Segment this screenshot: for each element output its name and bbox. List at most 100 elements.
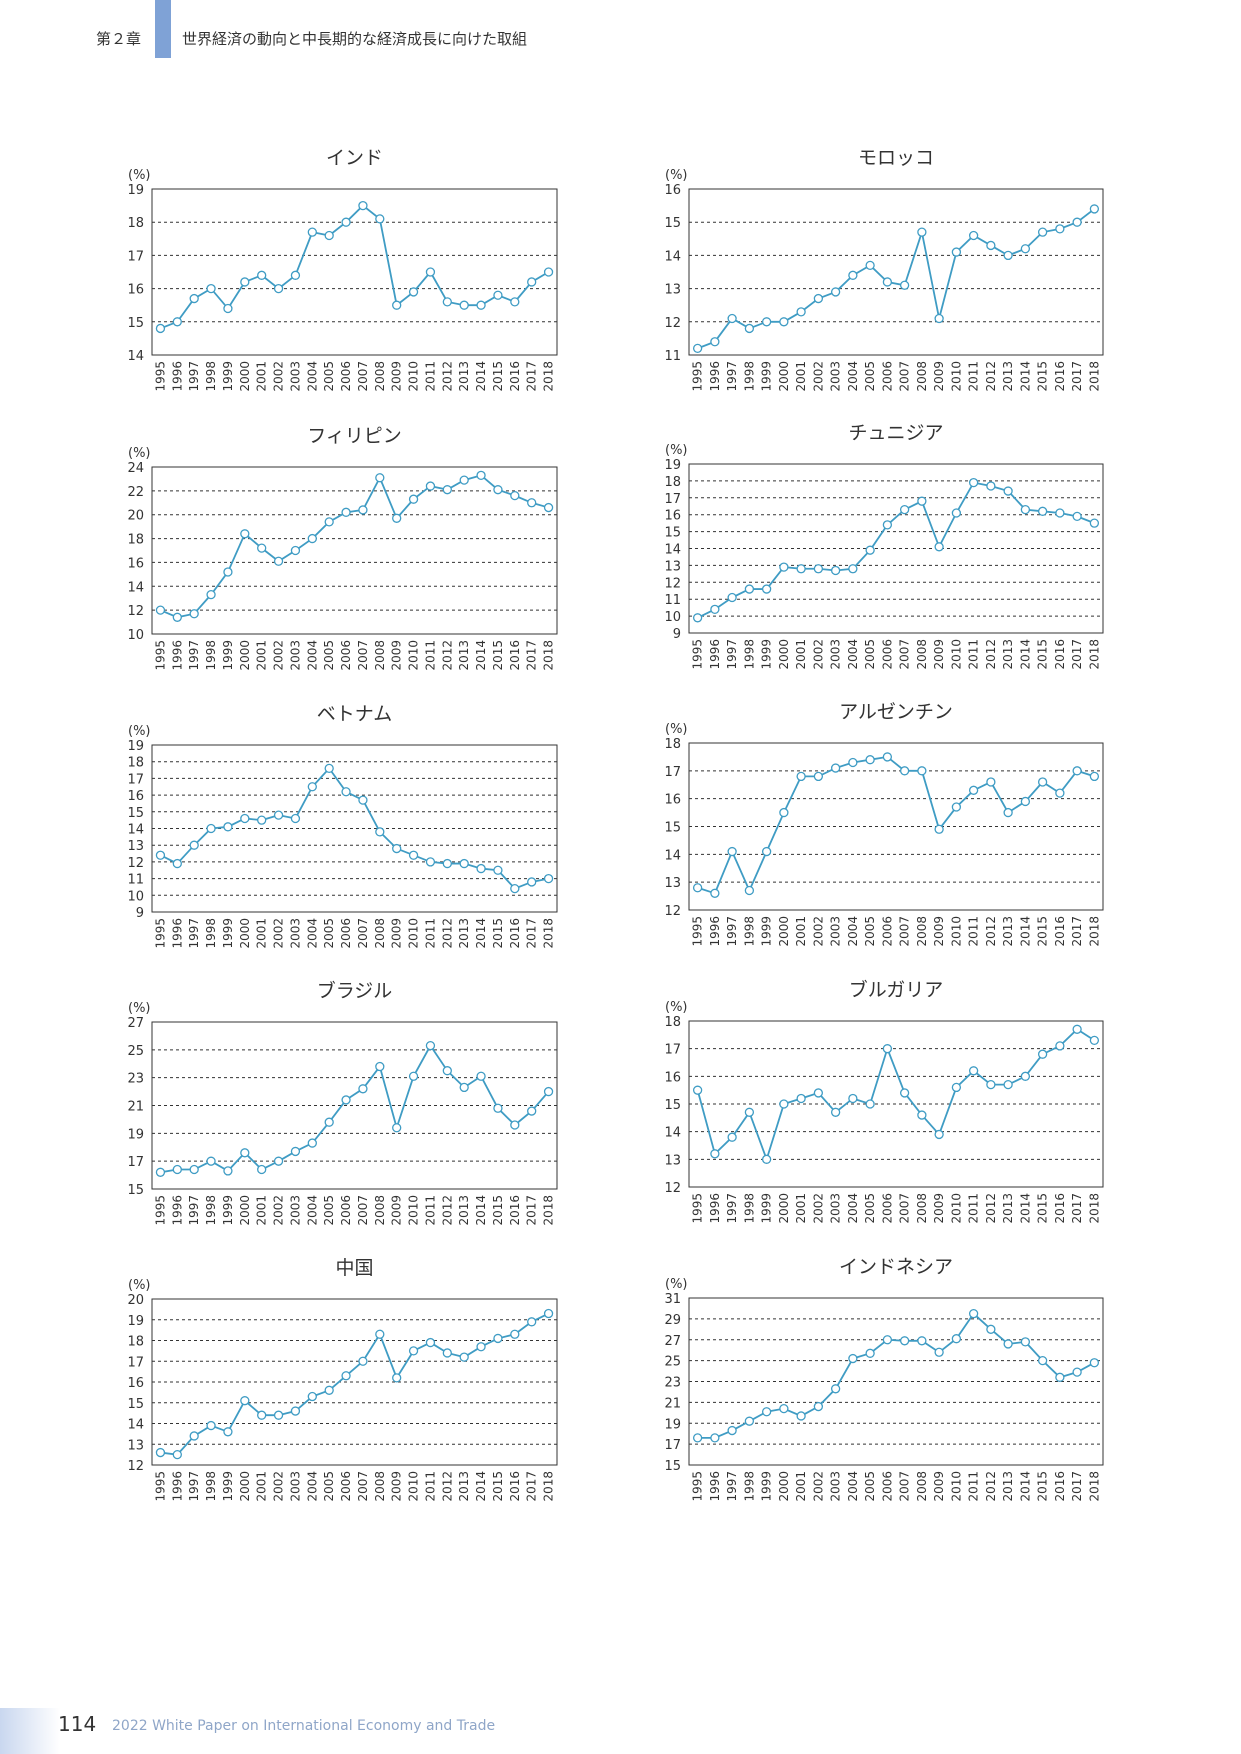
data-point	[240, 277, 250, 287]
data-point	[189, 1431, 199, 1441]
x-tick-label: 1998	[742, 1471, 756, 1502]
data-point	[459, 858, 469, 869]
data-point	[968, 785, 979, 795]
y-tick-label: 19	[127, 183, 144, 198]
data-point	[155, 605, 166, 615]
x-tick-label: 2014	[1018, 639, 1032, 670]
data-point	[934, 1129, 944, 1140]
data-point	[899, 1088, 910, 1098]
y-unit-label: (%)	[665, 443, 688, 458]
y-tick-label: 9	[673, 627, 681, 642]
data-point	[324, 230, 334, 241]
x-tick-label: 1998	[204, 1195, 218, 1226]
data-point	[459, 300, 469, 310]
data-point	[951, 802, 962, 812]
y-tick-label: 15	[664, 1098, 681, 1113]
y-tick-label: 14	[664, 249, 681, 264]
x-tick-label: 2008	[373, 640, 387, 671]
data-point	[761, 846, 772, 857]
x-tick-label: 2006	[880, 1193, 894, 1224]
y-tick-label: 27	[127, 1016, 144, 1031]
plot-frame	[688, 463, 1104, 634]
data-point	[257, 543, 267, 553]
data-point	[830, 763, 841, 773]
x-tick-label: 2002	[811, 1471, 825, 1502]
data-point	[744, 885, 755, 896]
data-point	[968, 230, 979, 241]
data-point	[459, 475, 469, 485]
x-tick-label: 2016	[508, 1471, 522, 1502]
x-tick-label: 2011	[423, 361, 437, 392]
series-line	[697, 1312, 1095, 1439]
x-tick-label: 2012	[984, 1193, 998, 1224]
x-tick-label: 2015	[1036, 1193, 1050, 1224]
x-tick-label: 2004	[846, 361, 860, 392]
x-tick-label: 2007	[898, 1193, 912, 1224]
x-tick-label: 2008	[915, 916, 929, 947]
data-point	[1089, 1358, 1100, 1368]
data-point	[744, 1416, 755, 1426]
data-point	[206, 1156, 216, 1166]
data-point	[710, 1149, 720, 1159]
x-tick-label: 2013	[1001, 639, 1015, 670]
x-tick-label: 2015	[491, 918, 505, 949]
x-tick-label: 2000	[777, 1471, 791, 1502]
y-tick-label: 17	[664, 1043, 681, 1058]
x-tick-label: 2006	[880, 639, 894, 670]
x-tick-label: 2008	[915, 361, 929, 392]
data-point	[493, 1103, 503, 1113]
x-tick-label: 2016	[508, 1195, 522, 1226]
data-point	[796, 1411, 806, 1421]
x-tick-label: 2018	[542, 1195, 556, 1226]
data-point	[882, 1044, 893, 1054]
data-point	[1020, 796, 1031, 807]
y-tick-label: 14	[127, 823, 144, 838]
x-tick-label: 2003	[829, 916, 843, 947]
x-tick-label: 2004	[846, 1471, 860, 1502]
page-number: 114	[58, 1712, 97, 1736]
data-point	[375, 827, 385, 837]
x-tick-label: 2006	[339, 918, 353, 949]
x-tick-label: 2010	[949, 361, 963, 392]
data-point	[865, 1099, 875, 1109]
data-point	[830, 1384, 841, 1394]
y-tick-label: 18	[127, 756, 144, 771]
data-point	[692, 613, 703, 623]
y-tick-label: 15	[127, 1397, 144, 1412]
x-tick-label: 2016	[508, 640, 522, 671]
x-tick-label: 2013	[457, 361, 471, 392]
y-tick-label: 15	[664, 1459, 681, 1474]
y-tick-label: 14	[127, 349, 144, 364]
x-tick-label: 1995	[691, 361, 705, 392]
data-point	[1055, 1372, 1065, 1382]
line-chart-3: フィリピン (%) 10 12 14 16 18 20 22 24 1995 1996 1997 1998…	[127, 425, 558, 671]
data-point	[986, 1324, 996, 1334]
y-tick-label: 19	[664, 458, 681, 473]
x-tick-label: 1996	[708, 361, 722, 392]
data-point	[727, 1425, 737, 1436]
plot-frame	[151, 188, 558, 356]
y-tick-label: 25	[127, 1044, 144, 1059]
x-tick-label: 2016	[1053, 1471, 1067, 1502]
data-point	[206, 283, 216, 294]
line-chart-6: アルゼンチン (%) 12 13 14 15 16 17 18 1995 1996 1997 1998 1…	[664, 701, 1104, 947]
y-tick-label: 15	[664, 216, 681, 231]
series-line	[697, 755, 1095, 895]
data-point	[986, 777, 996, 787]
x-tick-label: 2017	[525, 640, 539, 671]
x-tick-label: 2002	[811, 639, 825, 670]
x-tick-label: 1997	[725, 361, 739, 392]
y-tick-label: 12	[664, 316, 681, 331]
x-tick-label: 2014	[474, 640, 488, 671]
x-tick-label: 2012	[984, 1471, 998, 1502]
data-point	[882, 1335, 893, 1345]
x-tick-label: 2011	[423, 1195, 437, 1226]
data-point	[341, 1095, 351, 1105]
x-tick-label: 2008	[915, 639, 929, 670]
x-tick-label: 2018	[542, 640, 556, 671]
data-point	[425, 1337, 436, 1348]
data-point	[476, 300, 486, 310]
x-tick-label: 2006	[880, 361, 894, 392]
y-unit-label: (%)	[128, 1278, 151, 1293]
